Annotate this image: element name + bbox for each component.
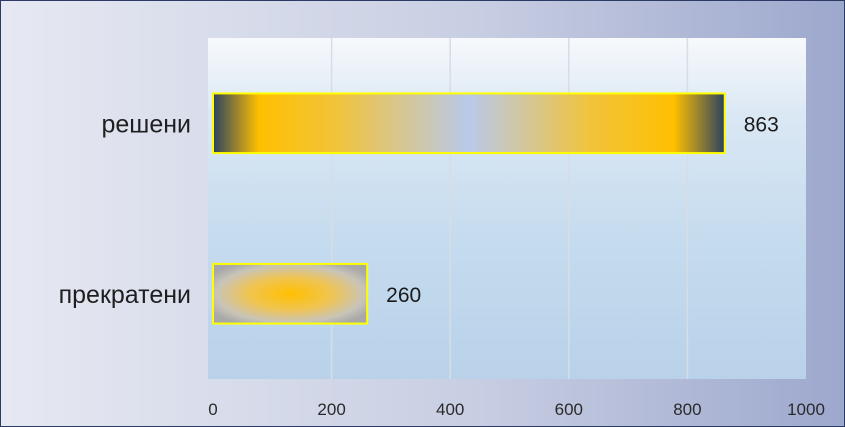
x-tick-label: 600 bbox=[555, 400, 583, 419]
plot-area bbox=[208, 38, 806, 379]
x-tick-label: 1000 bbox=[787, 400, 825, 419]
bar bbox=[212, 262, 369, 325]
bar bbox=[212, 92, 726, 155]
data-label: 260 bbox=[386, 284, 421, 307]
x-tick-label: 400 bbox=[436, 400, 464, 419]
data-label: 863 bbox=[744, 113, 779, 136]
category-label: прекратени bbox=[59, 281, 191, 309]
x-tick-label: 200 bbox=[317, 400, 345, 419]
category-label: решени bbox=[101, 110, 191, 138]
x-tick-label: 0 bbox=[208, 400, 217, 419]
x-tick-label: 800 bbox=[673, 400, 701, 419]
